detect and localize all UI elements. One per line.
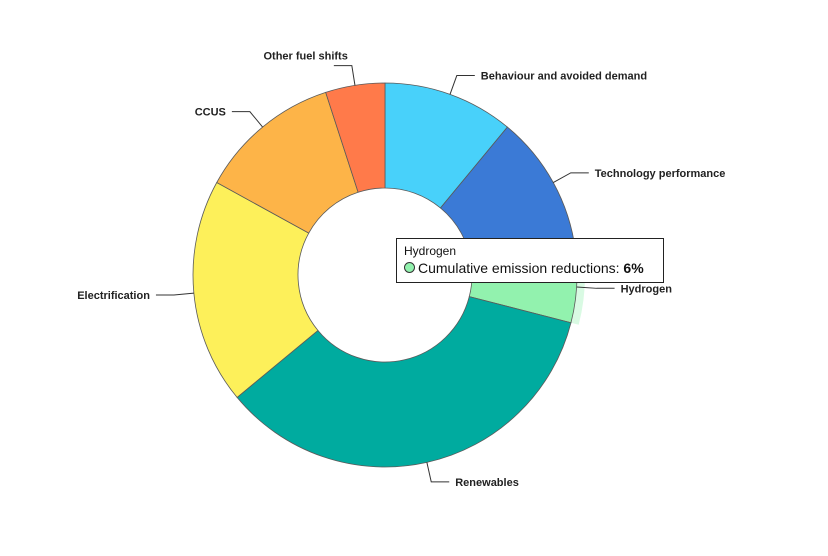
tooltip-series-marker [404,262,415,273]
slice-other-fuel-shifts[interactable] [325,82,386,193]
slice-label-behaviour-and-avoided-demand: Behaviour and avoided demand [481,71,647,83]
leader-line-hydrogen [576,286,615,289]
leader-line-electrification [155,292,194,296]
leader-line-technology-performance [553,172,589,183]
slice-label-hydrogen: Hydrogen [621,283,673,295]
slice-label-ccus: CCUS [195,107,226,119]
leader-line-other-fuel-shifts [333,65,356,86]
slice-electrification[interactable] [192,181,319,398]
slice-renewables[interactable] [236,296,572,468]
tooltip-row: Cumulative emission reductions: 6% [404,259,656,277]
slice-label-other-fuel-shifts: Other fuel shifts [263,51,347,63]
tooltip-series-label: Cumulative emission reductions: [418,260,624,276]
slice-label-electrification: Electrification [77,290,150,302]
leader-line-ccus [231,111,263,128]
chart-tooltip: Hydrogen Cumulative emission reductions:… [396,238,664,283]
tooltip-title: Hydrogen [404,244,457,258]
leader-line-behaviour-and-avoided-demand [449,75,475,95]
leader-line-renewables [426,462,450,483]
tooltip-value: 6% [623,260,644,276]
slice-label-renewables: Renewables [455,477,519,489]
slice-label-technology-performance: Technology performance [595,168,726,180]
